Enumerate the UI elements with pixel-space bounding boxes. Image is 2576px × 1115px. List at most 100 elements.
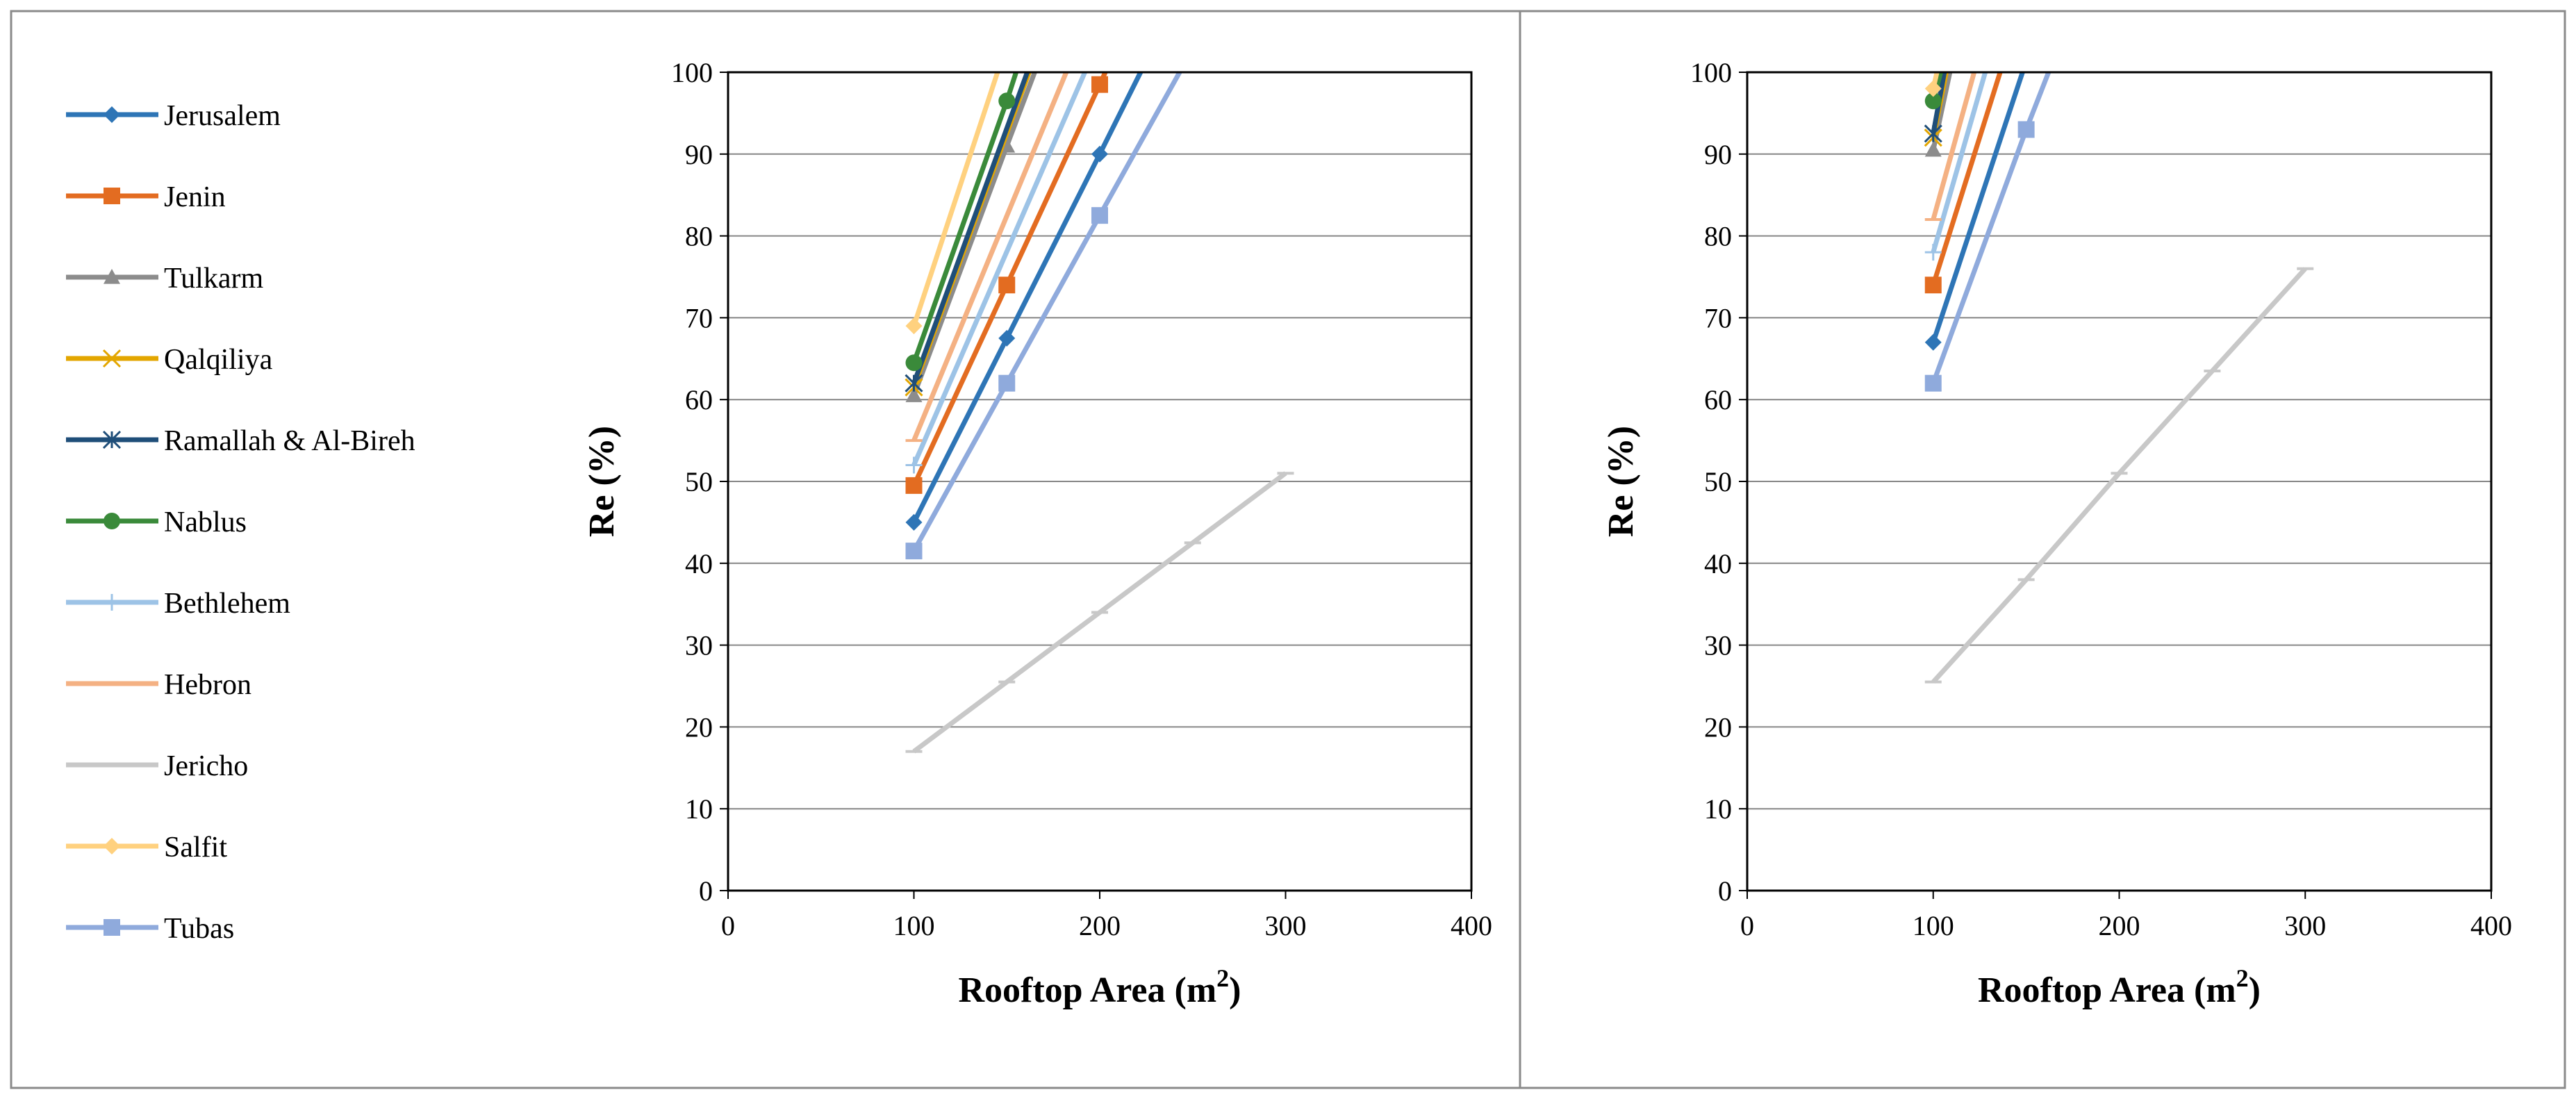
data-point-jenin xyxy=(998,276,1016,294)
y-tick-label: 20 xyxy=(685,711,713,743)
x-tick-label: 200 xyxy=(1079,910,1121,941)
legend-item-nablus: Nablus xyxy=(66,506,247,538)
x-tick-label: 200 xyxy=(2099,910,2140,941)
series-jenin xyxy=(1924,71,2003,294)
x-axis-label-superscript: 2 xyxy=(2236,964,2249,992)
data-point-jerusalem xyxy=(1924,333,1942,351)
data-point-jerusalem xyxy=(1091,145,1108,163)
y-tick-label: 80 xyxy=(685,221,713,252)
y-tick-label: 20 xyxy=(1704,711,1732,743)
legend-item-tubas: Tubas xyxy=(66,913,234,945)
x-axis-label-close: ) xyxy=(2249,971,2261,1010)
y-tick-label: 10 xyxy=(685,793,713,825)
series-line-bethlehem xyxy=(1931,72,1988,254)
legend-marker-salfit xyxy=(104,838,120,854)
series-bethlehem xyxy=(1924,72,1988,261)
series-jericho xyxy=(1924,267,2314,684)
y-tick-label: 90 xyxy=(1704,139,1732,170)
y-tick-label: 50 xyxy=(1704,466,1732,497)
legend-label: Qalqiliya xyxy=(164,344,273,376)
x-tick-label: 0 xyxy=(1740,910,1754,941)
x-axis-label-text: Rooftop Area (m xyxy=(959,971,1217,1010)
data-point-tubas xyxy=(998,374,1016,392)
x-tick-label: 400 xyxy=(1451,910,1492,941)
legend-marker-nablus xyxy=(104,513,120,529)
legend-label: Bethlehem xyxy=(164,588,290,620)
data-point-tulkarm xyxy=(905,387,923,402)
legend-marker-jenin xyxy=(104,188,120,204)
series-tubas xyxy=(905,71,1182,560)
data-point-ramallah-and-al-bireh xyxy=(1924,124,1942,143)
data-point-nablus xyxy=(1924,92,1942,110)
series-nablus xyxy=(905,71,1018,372)
y-tick-label: 0 xyxy=(1718,875,1732,907)
y-tick-label: 60 xyxy=(1704,384,1732,415)
x-tick-label: 300 xyxy=(2284,910,2326,941)
legend-item-hebron: Hebron xyxy=(66,669,251,701)
plot-area-border xyxy=(727,71,1473,892)
legend-item-jenin: Jenin xyxy=(66,181,226,213)
legend-label: Ramallah & Al-Bireh xyxy=(164,425,415,457)
series-line-ramallah-and-al-bireh xyxy=(911,71,1030,384)
data-point-jerusalem xyxy=(905,513,923,531)
data-point-tulkarm xyxy=(1924,141,1942,157)
x-axis-label-text: Rooftop Area (m xyxy=(1978,971,2236,1010)
series-jerusalem xyxy=(1924,71,2025,351)
legend-label: Nablus xyxy=(164,506,247,538)
data-point-bethlehem xyxy=(905,456,923,474)
x-axis-label-superscript: 2 xyxy=(1216,964,1229,992)
series-jericho xyxy=(905,471,1294,754)
y-tick-label: 40 xyxy=(685,548,713,579)
y-axis-label: Re (%) xyxy=(1601,426,1641,537)
series-ramallah-and-al-bireh xyxy=(905,71,1030,393)
outer-frame xyxy=(10,10,2566,1089)
y-tick-label: 30 xyxy=(1704,630,1732,661)
data-point-jenin xyxy=(1091,76,1108,93)
x-tick-label: 0 xyxy=(721,910,735,941)
legend-label: Tulkarm xyxy=(164,263,263,295)
legend-item-bethlehem: Bethlehem xyxy=(66,588,290,620)
x-axis-label: Rooftop Area (m2) xyxy=(959,964,1241,1010)
legend: Jerusalem Jenin Tulkarm Qalqiliya Ramallah &… xyxy=(66,100,415,945)
legend-label: Salfit xyxy=(164,832,227,864)
data-point-bethlehem xyxy=(1924,244,1942,261)
y-tick-label: 70 xyxy=(1704,302,1732,333)
legend-item-ramallah-and-al-bireh: Ramallah & Al-Bireh xyxy=(66,425,415,457)
series-bethlehem xyxy=(905,71,1087,474)
data-point-jenin xyxy=(1924,276,1942,294)
y-tick-label: 40 xyxy=(1704,548,1732,579)
data-point-tubas xyxy=(1091,207,1108,224)
series-salfit xyxy=(1924,72,1942,97)
legend-label: Jenin xyxy=(164,181,226,213)
series-line-jenin xyxy=(1931,71,2003,286)
series-line-tubas xyxy=(911,71,1182,552)
data-point-tubas xyxy=(1924,374,1942,392)
data-point-nablus xyxy=(998,92,1016,110)
x-tick-label: 100 xyxy=(1913,910,1954,941)
data-point-jerusalem xyxy=(998,329,1016,347)
legend-item-qalqiliya: Qalqiliya xyxy=(66,344,273,376)
data-point-ramallah-and-al-bireh xyxy=(905,374,923,393)
series-line-salfit xyxy=(911,71,1000,327)
x-axis-label: Rooftop Area (m2) xyxy=(1978,964,2261,1010)
series-jerusalem xyxy=(905,71,1143,531)
y-tick-label: 90 xyxy=(685,139,713,170)
series-line-jerusalem xyxy=(1931,71,2025,343)
series-tubas xyxy=(1924,71,2051,392)
series-hebron xyxy=(1924,72,1977,222)
y-tick-label: 100 xyxy=(671,57,713,88)
series-hebron xyxy=(905,71,1069,443)
y-tick-label: 0 xyxy=(699,875,713,907)
series-line-hebron xyxy=(1931,72,1977,220)
legend-label: Jericho xyxy=(164,750,248,782)
y-tick-label: 70 xyxy=(685,302,713,333)
legend-marker-tulkarm xyxy=(104,269,120,284)
y-tick-label: 30 xyxy=(685,630,713,661)
data-point-salfit xyxy=(905,317,923,335)
legend-item-jericho: Jericho xyxy=(66,750,248,782)
series-jenin xyxy=(905,71,1108,494)
legend-marker-jerusalem xyxy=(104,106,120,123)
legend-label: Hebron xyxy=(164,669,251,701)
chart-panel-right: 0 10 20 30 40 50 60 70 80 90 100 0 100 200 300 400 Re (%… xyxy=(1601,57,2512,1010)
